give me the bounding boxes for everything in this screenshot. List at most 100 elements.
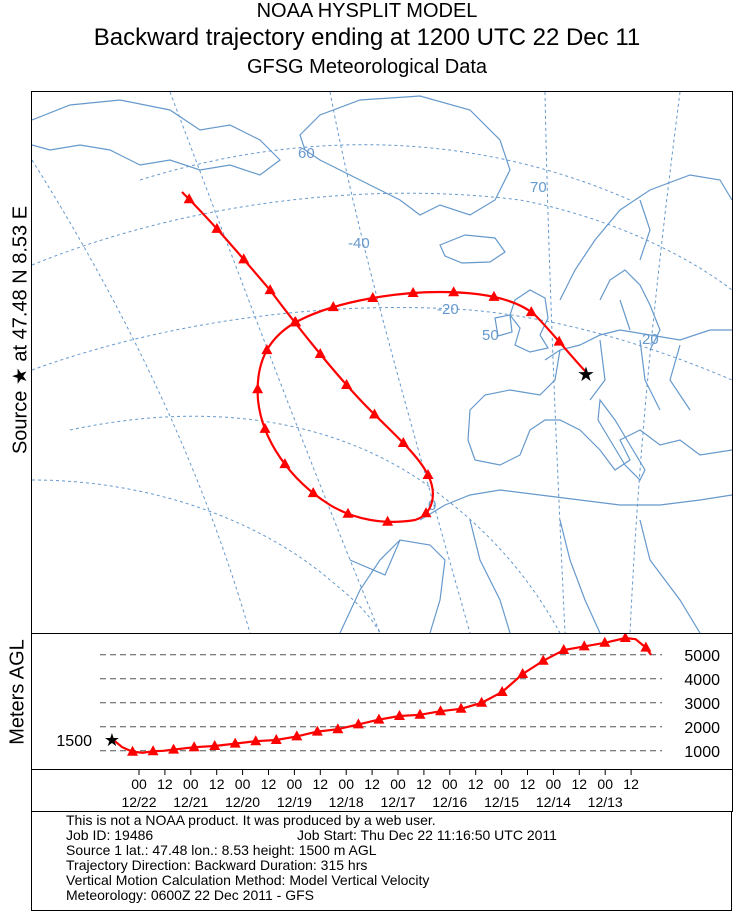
greenland-coast — [299, 95, 511, 216]
trajectory-map: 60 70 50 -40 -20 20 0 ★ — [32, 92, 732, 633]
height-marker — [599, 636, 611, 647]
map-graticule — [32, 92, 732, 633]
job-id-text: Job ID: 19486 — [66, 827, 154, 843]
latitude-circle-70 — [139, 144, 631, 201]
height-marker — [455, 702, 467, 713]
source-star-profile: ★ — [104, 730, 120, 751]
height-marker — [250, 735, 262, 746]
north-africa-coast — [339, 489, 732, 633]
date-label: 12/14 — [536, 794, 571, 810]
trajectory-marker — [525, 306, 537, 317]
date-label: 12/17 — [380, 794, 415, 810]
time-tick-label: 12 — [261, 776, 277, 792]
disclaimer-text: This is not a NOAA product. It was produ… — [66, 812, 436, 828]
iceland-coast — [439, 234, 506, 264]
height-marker — [496, 686, 508, 696]
europe-coast — [467, 329, 732, 471]
trajectory-marker — [289, 316, 301, 327]
height-marker — [517, 668, 529, 678]
height-marker — [291, 730, 303, 741]
africa-interior-borders — [349, 519, 701, 633]
height-tick-labels: 1000 2000 3000 4000 5000 — [684, 648, 720, 761]
lon-label-20: 20 — [642, 331, 659, 348]
trajectory-marker — [397, 437, 409, 448]
time-tick-label: 00 — [338, 776, 354, 792]
time-tick-label: 00 — [546, 776, 562, 792]
time-axis-frame — [31, 769, 733, 812]
height-marker — [476, 696, 488, 707]
lat-label-50: 50 — [482, 327, 499, 344]
trajectory-marker — [422, 469, 434, 480]
job-info-box: This is not a NOAA product. It was produ… — [31, 811, 732, 911]
trajectory-marker — [367, 292, 379, 303]
height-profile: 1000 2000 3000 4000 5000 ★ 1500 — [56, 633, 720, 761]
lat-label-70: 70 — [530, 179, 547, 196]
time-tick-label: 00 — [442, 776, 458, 792]
lat-label-60: 60 — [298, 145, 315, 162]
trajectory-marker — [259, 422, 271, 433]
height-marker — [168, 743, 180, 754]
height-marker — [188, 741, 200, 752]
date-label: 12/21 — [173, 794, 208, 810]
parallel-30 — [32, 479, 381, 633]
time-axis: 00 12 00 12 00 12 00 12 00 12 00 12 00 12 00 12 00 12 00 12… — [121, 769, 639, 810]
trajectory-marker — [327, 301, 339, 312]
height-marker — [537, 654, 549, 665]
trajectory-marker — [368, 408, 380, 419]
date-label: 12/13 — [588, 794, 623, 810]
height-tick-label: 4000 — [684, 672, 720, 689]
trajectory-marker — [448, 286, 460, 297]
height-marker — [352, 718, 364, 729]
latitude-circle-50 — [32, 307, 732, 381]
vertical-motion-text: Vertical Motion Calculation Method: Mode… — [66, 872, 430, 888]
profile-frame — [31, 633, 733, 770]
trajectory-marker — [342, 507, 354, 518]
trajectory-marker — [420, 507, 432, 518]
italy-coast — [597, 398, 646, 482]
job-start-text: Job Start: Thu Dec 22 11:16:50 UTC 2011 — [297, 827, 557, 843]
latitude-circle-40 — [69, 415, 561, 633]
trajectory-marker — [314, 348, 326, 359]
height-marker — [435, 705, 447, 716]
scandinavia-coast — [559, 174, 732, 351]
trajectory-marker — [183, 193, 195, 204]
time-tick-label: 12 — [416, 776, 432, 792]
canadian-arctic-coast — [32, 99, 281, 176]
lon-label-0: 0 — [428, 497, 436, 514]
date-label: 12/16 — [432, 794, 467, 810]
date-label: 12/22 — [121, 794, 156, 810]
time-tick-label: 00 — [183, 776, 199, 792]
lon-label-minus-40: -40 — [348, 235, 370, 252]
trajectory-marker — [341, 378, 353, 389]
height-marker — [332, 723, 344, 734]
time-tick-label: 12 — [623, 776, 639, 792]
height-tick-label: 1000 — [684, 744, 720, 761]
height-tick-label: 3000 — [684, 696, 720, 713]
meteorology-text: Meteorology: 0600Z 22 Dec 2011 - GFS — [66, 887, 314, 903]
time-tick-label: 00 — [131, 776, 147, 792]
british-isles-coast — [494, 289, 549, 353]
time-tick-label: 12 — [468, 776, 484, 792]
trajectory-marker — [252, 383, 264, 394]
date-label: 12/15 — [484, 794, 519, 810]
height-gridlines — [100, 654, 662, 752]
date-label: 12/18 — [329, 794, 364, 810]
time-tick-label: 12 — [572, 776, 588, 792]
map-frame — [31, 91, 733, 634]
height-marker — [393, 710, 405, 720]
trajectory-marker — [382, 515, 394, 526]
trajectory-marker — [488, 290, 500, 301]
trajectory-marker — [261, 344, 273, 355]
time-tick-label: 12 — [157, 776, 173, 792]
europe-interior-borders — [589, 299, 691, 411]
coastlines — [32, 95, 732, 633]
height-series-markers — [127, 633, 652, 756]
trajectory-marker — [407, 287, 419, 298]
date-label: 12/20 — [225, 794, 260, 810]
start-height-label: 1500 — [56, 733, 92, 750]
height-marker — [229, 737, 241, 748]
meteorological-data-title: GFSG Meteorological Data — [246, 56, 488, 78]
direction-text: Trajectory Direction: Backward Duration:… — [66, 857, 368, 873]
trajectory-marker — [307, 487, 319, 498]
trajectory-marker — [279, 458, 291, 469]
